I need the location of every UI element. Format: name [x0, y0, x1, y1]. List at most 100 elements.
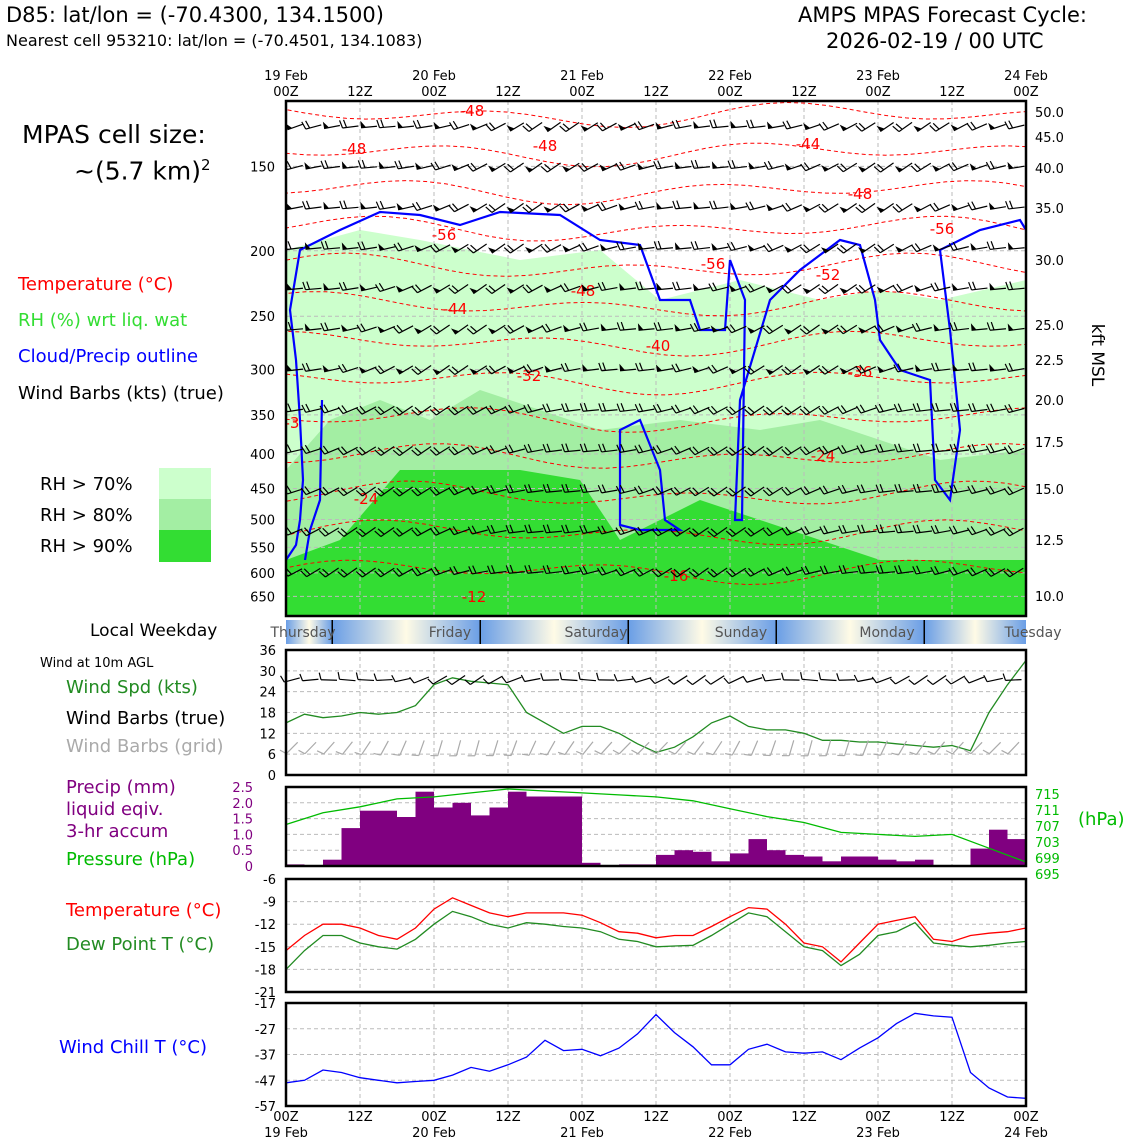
wind-barb-flag [655, 122, 663, 129]
wind-barb [730, 120, 748, 129]
wind-barb-feather [781, 287, 789, 294]
wind-barb-feather [467, 755, 475, 757]
wind-barb-feather [878, 403, 884, 412]
wind-barb [560, 362, 581, 372]
temperature-contour-label: -48 [533, 137, 558, 155]
wind-barb-flag [820, 247, 830, 253]
wind-barb-feather [910, 165, 918, 173]
wind-barb-feather [378, 282, 385, 291]
wind-barb-true [742, 675, 763, 683]
wind-barb [358, 366, 377, 374]
wind-barb [302, 281, 322, 291]
wind-barb-staff [399, 740, 407, 756]
wind-barb-feather [785, 566, 792, 575]
wind-barb-staff [952, 327, 970, 332]
top-date-tick: 23 Feb [856, 69, 900, 84]
wind-barb-feather [411, 368, 419, 375]
wind-barb-flag [728, 367, 737, 374]
wind-barb-feather [688, 448, 696, 456]
wind-barb-feather [355, 489, 363, 497]
wind-barb-feather [377, 528, 385, 535]
wind-barb-feather [763, 244, 770, 253]
wind-barb-feather [855, 366, 862, 374]
wind-barb-feather [911, 323, 917, 332]
wind-barb-staff [695, 527, 709, 537]
wind-barb-staff [730, 125, 748, 129]
wind-barb-feather [694, 159, 699, 169]
wind-barb-staff [324, 407, 340, 414]
wind-barb-staff [320, 679, 338, 681]
wind-barb-staff [750, 740, 759, 756]
wind-barb-feather [324, 160, 329, 169]
wind-barb [525, 325, 544, 334]
wind-barb-staff [750, 568, 765, 577]
label-temperature: Temperature (°C) [66, 900, 222, 921]
wind-barb-feather [730, 241, 736, 250]
wind-barb-flag [617, 123, 626, 131]
wind-barb [429, 405, 450, 416]
wind-barb [506, 366, 525, 374]
wind-barb-staff [713, 446, 728, 456]
wind-barb-flag [619, 363, 626, 371]
wind-barb-staff [731, 206, 747, 210]
wind-barb-staff [436, 405, 450, 416]
wind-barb-staff [417, 365, 432, 375]
wind-barb [800, 565, 821, 575]
wind-barb-feather [286, 444, 292, 453]
wind-barb-feather [559, 125, 567, 132]
wind-barb-staff [843, 243, 857, 254]
wind-barb [599, 163, 618, 172]
wind-barb [951, 283, 969, 291]
wind-barb-feather [561, 525, 566, 534]
kft-tick-label: 25.0 [1035, 319, 1064, 334]
wind-barb-staff [639, 568, 654, 577]
wind-barb-staff [542, 679, 560, 681]
wind-barb-staff [879, 243, 895, 254]
wind-barb-staff [582, 489, 600, 494]
wind-barb-feather [934, 524, 940, 533]
wind-barb [892, 121, 913, 133]
wind-barb-feather [526, 364, 533, 372]
wind-barb-staff [787, 446, 802, 456]
wind-barb-staff [786, 124, 803, 130]
wind-barb [707, 446, 728, 456]
wind-barb-feather [1003, 487, 1010, 496]
wind-barb-staff [898, 244, 913, 253]
wind-barb-flag [433, 122, 441, 129]
wind-barb-staff [492, 740, 499, 756]
wind-barb-feather [893, 364, 899, 373]
wind-barb-staff [657, 487, 673, 496]
wind-barb-flag [506, 206, 515, 213]
wind-barb [674, 242, 692, 250]
wind-barb [802, 284, 820, 294]
bottom-hour-tick: 00Z [865, 1110, 891, 1125]
wind-barb-staff [323, 741, 335, 755]
label-pressure: Pressure (hPa) [66, 849, 196, 870]
wind-barb-feather [935, 402, 940, 412]
wind-barb-feather [784, 406, 792, 414]
temperature-contour-label: -24 [354, 490, 379, 508]
kft-tick-label: 10.0 [1035, 590, 1064, 605]
wind-barb-flag [839, 206, 848, 213]
wind-barb [469, 123, 488, 131]
wind-barb [615, 567, 636, 577]
wind-barb-staff [861, 284, 876, 294]
wind-barb-feather [320, 160, 325, 169]
wind-barb-true [409, 676, 430, 684]
wind-barb-flag [914, 284, 922, 292]
wind-barb [338, 363, 359, 374]
wind-barb [359, 284, 377, 292]
wind-barb-staff [451, 674, 466, 686]
wind-barb [988, 202, 1006, 210]
wind-barb-feather [840, 325, 848, 333]
cloud-outline-secondary [618, 418, 684, 532]
wind-barb-feather [612, 749, 620, 755]
wind-barb-feather [929, 204, 936, 212]
wind-barb-feather [879, 484, 884, 493]
wind-barb-feather [799, 246, 807, 254]
wind-barb [744, 567, 765, 577]
wind-barb [653, 160, 673, 170]
wind-barb-feather [597, 526, 603, 535]
wind-barb-feather [427, 678, 434, 685]
wind-barb-feather [337, 571, 345, 578]
